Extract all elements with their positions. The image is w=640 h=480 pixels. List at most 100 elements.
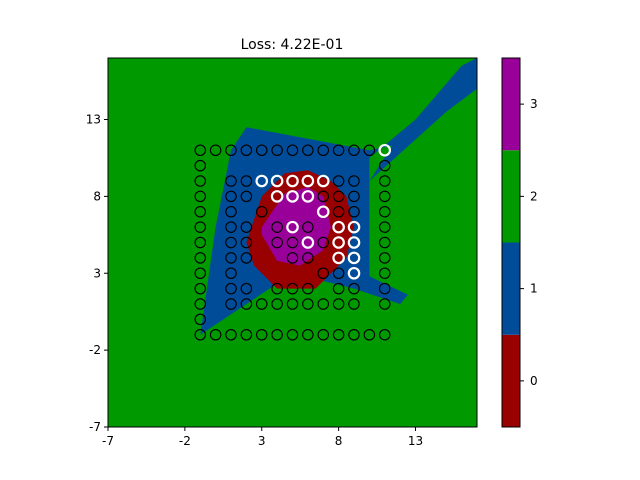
data-point-black — [332, 175, 345, 187]
data-point-black — [271, 236, 283, 249]
data-point-black — [348, 206, 360, 218]
data-point-white — [332, 251, 345, 265]
data-point-black — [240, 328, 253, 341]
x-tick-label: -7 — [102, 434, 114, 448]
data-point-black — [378, 236, 391, 249]
data-point-black — [378, 282, 391, 295]
data-point-white — [270, 174, 284, 188]
data-point-black — [209, 144, 222, 157]
data-point-black — [332, 267, 345, 279]
data-point-white — [316, 205, 330, 219]
data-point-black — [378, 190, 391, 203]
data-point-black — [317, 144, 329, 157]
data-point-white — [316, 174, 330, 188]
data-point-black — [225, 282, 237, 295]
data-point-black — [317, 236, 329, 249]
data-point-black — [348, 175, 360, 187]
data-point-black — [225, 190, 237, 203]
data-point-white — [347, 220, 361, 234]
colorbar-tick-label: 2 — [530, 189, 538, 203]
data-point-black — [194, 267, 207, 279]
plot-frame — [107, 57, 478, 428]
data-point-white — [286, 190, 299, 203]
data-point-black — [255, 328, 268, 341]
data-point-black — [225, 206, 237, 218]
data-point-black — [286, 236, 299, 249]
data-point-black — [225, 252, 237, 264]
data-point-black — [286, 252, 299, 264]
colorbar-tick-label: 3 — [530, 97, 538, 111]
data-point-black — [378, 206, 391, 218]
data-point-white — [378, 143, 392, 157]
x-tick-label: 8 — [335, 434, 343, 448]
data-point-black — [240, 282, 253, 295]
data-point-black — [378, 298, 391, 310]
data-point-black — [286, 282, 299, 295]
y-tick-label: -7 — [89, 420, 101, 434]
data-point-black — [255, 206, 268, 218]
data-point-black — [271, 221, 283, 233]
data-point-white — [347, 266, 361, 280]
data-point-white — [286, 174, 299, 188]
data-point-black — [194, 221, 207, 233]
data-point-black — [194, 252, 207, 264]
data-point-black — [194, 190, 207, 203]
data-point-black — [348, 298, 360, 310]
data-point-black — [194, 206, 207, 218]
data-point-black — [194, 236, 207, 249]
colorbar-segment — [502, 150, 520, 243]
data-point-black — [378, 267, 391, 279]
data-point-black — [378, 328, 391, 341]
colorbar: 0 1 2 3 — [501, 57, 538, 428]
x-tick-label: 13 — [408, 434, 423, 448]
colorbar-tick-label: 0 — [530, 374, 538, 388]
chart-title: Loss: 4.22E-01 — [241, 37, 344, 53]
data-point-black — [378, 221, 391, 233]
data-point-white — [347, 251, 361, 265]
data-point-white — [301, 236, 315, 249]
data-point-black — [302, 144, 314, 157]
data-point-black — [240, 252, 253, 264]
data-point-white — [301, 190, 315, 203]
y-tick-label: 3 — [93, 266, 101, 280]
data-point-black — [286, 144, 299, 157]
data-point-black — [348, 328, 360, 341]
data-point-black — [240, 175, 253, 187]
data-point-black — [240, 298, 253, 310]
data-point-black — [378, 175, 391, 187]
colorbar-segment — [502, 58, 520, 151]
data-point-black — [332, 144, 345, 157]
colorbar-segment — [502, 334, 520, 427]
data-point-black — [194, 313, 207, 326]
data-point-black — [332, 328, 345, 341]
data-point-black — [348, 282, 360, 295]
x-tick-label: -2 — [179, 434, 191, 448]
data-point-black — [194, 159, 207, 172]
data-point-black — [225, 175, 237, 187]
data-point-black — [225, 144, 237, 157]
y-tick-label: 13 — [86, 113, 101, 127]
data-point-black — [332, 190, 345, 203]
data-point-black — [240, 221, 253, 233]
data-point-black — [378, 159, 391, 172]
data-point-black — [348, 144, 360, 157]
x-tick-label: 3 — [258, 434, 266, 448]
data-point-black — [332, 282, 345, 295]
data-point-black — [255, 144, 268, 157]
data-point-black — [194, 328, 207, 341]
data-point-black — [317, 267, 329, 279]
data-point-white — [255, 174, 269, 188]
data-point-black — [271, 328, 283, 341]
plot-area — [108, 58, 477, 427]
y-axis: -7 -2 3 8 13 — [86, 113, 108, 434]
data-point-black — [225, 221, 237, 233]
data-point-black — [302, 252, 314, 264]
data-point-black — [302, 221, 314, 233]
data-point-black — [363, 144, 376, 157]
data-point-black — [317, 328, 329, 341]
data-point-black — [225, 328, 237, 341]
data-point-black — [240, 236, 253, 249]
data-point-black — [348, 190, 360, 203]
data-point-black — [271, 282, 283, 295]
data-point-black — [271, 144, 283, 157]
